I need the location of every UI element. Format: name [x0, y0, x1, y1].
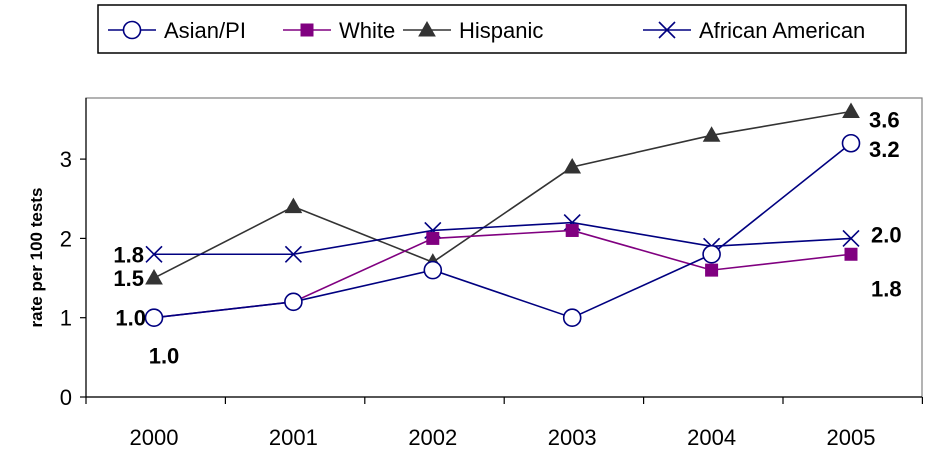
legend-entry: African American [643, 18, 865, 43]
y-tick-label: 1 [60, 306, 72, 331]
series-hispanic [145, 102, 860, 285]
x-tick-label: 2000 [130, 425, 179, 450]
data-point [702, 244, 721, 264]
series-line [153, 142, 852, 319]
y-tick-label: 3 [60, 147, 72, 172]
data-point [562, 308, 582, 328]
data-label: 3.2 [869, 137, 900, 162]
data-point [565, 223, 579, 237]
plot-frame [85, 97, 923, 398]
y-tick-label: 2 [60, 226, 72, 251]
x-tick-label: 2005 [827, 425, 876, 450]
y-tick-label: 0 [60, 385, 72, 410]
data-point [284, 197, 303, 214]
legend-box [97, 4, 907, 54]
data-point [423, 260, 443, 280]
data-point [563, 158, 582, 174]
data-point [300, 23, 314, 37]
data-label: 1.5 [113, 266, 144, 291]
data-point [841, 133, 861, 153]
data-point [145, 269, 163, 285]
x-tick-label: 2003 [548, 425, 597, 450]
legend-entry: Hispanic [403, 18, 543, 43]
data-point [284, 245, 302, 263]
data-label: 3.6 [869, 108, 900, 133]
data-label: 2.0 [871, 222, 902, 247]
data-point [842, 229, 860, 247]
legend-label: White [339, 18, 395, 43]
data-label: 1.0 [115, 306, 146, 331]
legend-entry: Asian/PI [108, 18, 246, 43]
data-point [842, 102, 860, 119]
x-tick-label: 2002 [408, 425, 457, 450]
legend-label: Asian/PI [164, 18, 246, 43]
x-tick-label: 2004 [687, 425, 736, 450]
data-point [144, 308, 164, 328]
data-point [426, 231, 440, 245]
data-point [122, 20, 142, 40]
data-point [702, 126, 721, 142]
data-point [418, 20, 436, 37]
legend-label: Hispanic [459, 18, 543, 43]
y-axis-label: rate per 100 tests [27, 188, 46, 328]
legend-entry: White [283, 18, 395, 43]
data-point [705, 263, 719, 277]
data-point [658, 21, 676, 39]
legend-label: African American [699, 18, 865, 43]
data-label: 1.8 [113, 242, 144, 267]
data-point [844, 247, 858, 261]
legend: Asian/PI White Hispanic African American [97, 4, 907, 54]
data-point [284, 292, 303, 312]
series-line [154, 221, 852, 256]
x-tick-label: 2001 [269, 425, 318, 450]
series-line [153, 110, 852, 279]
data-point [145, 245, 163, 263]
series-asian-pi [144, 133, 861, 328]
data-label: 1.0 [149, 344, 180, 369]
data-label: 1.8 [871, 276, 902, 301]
